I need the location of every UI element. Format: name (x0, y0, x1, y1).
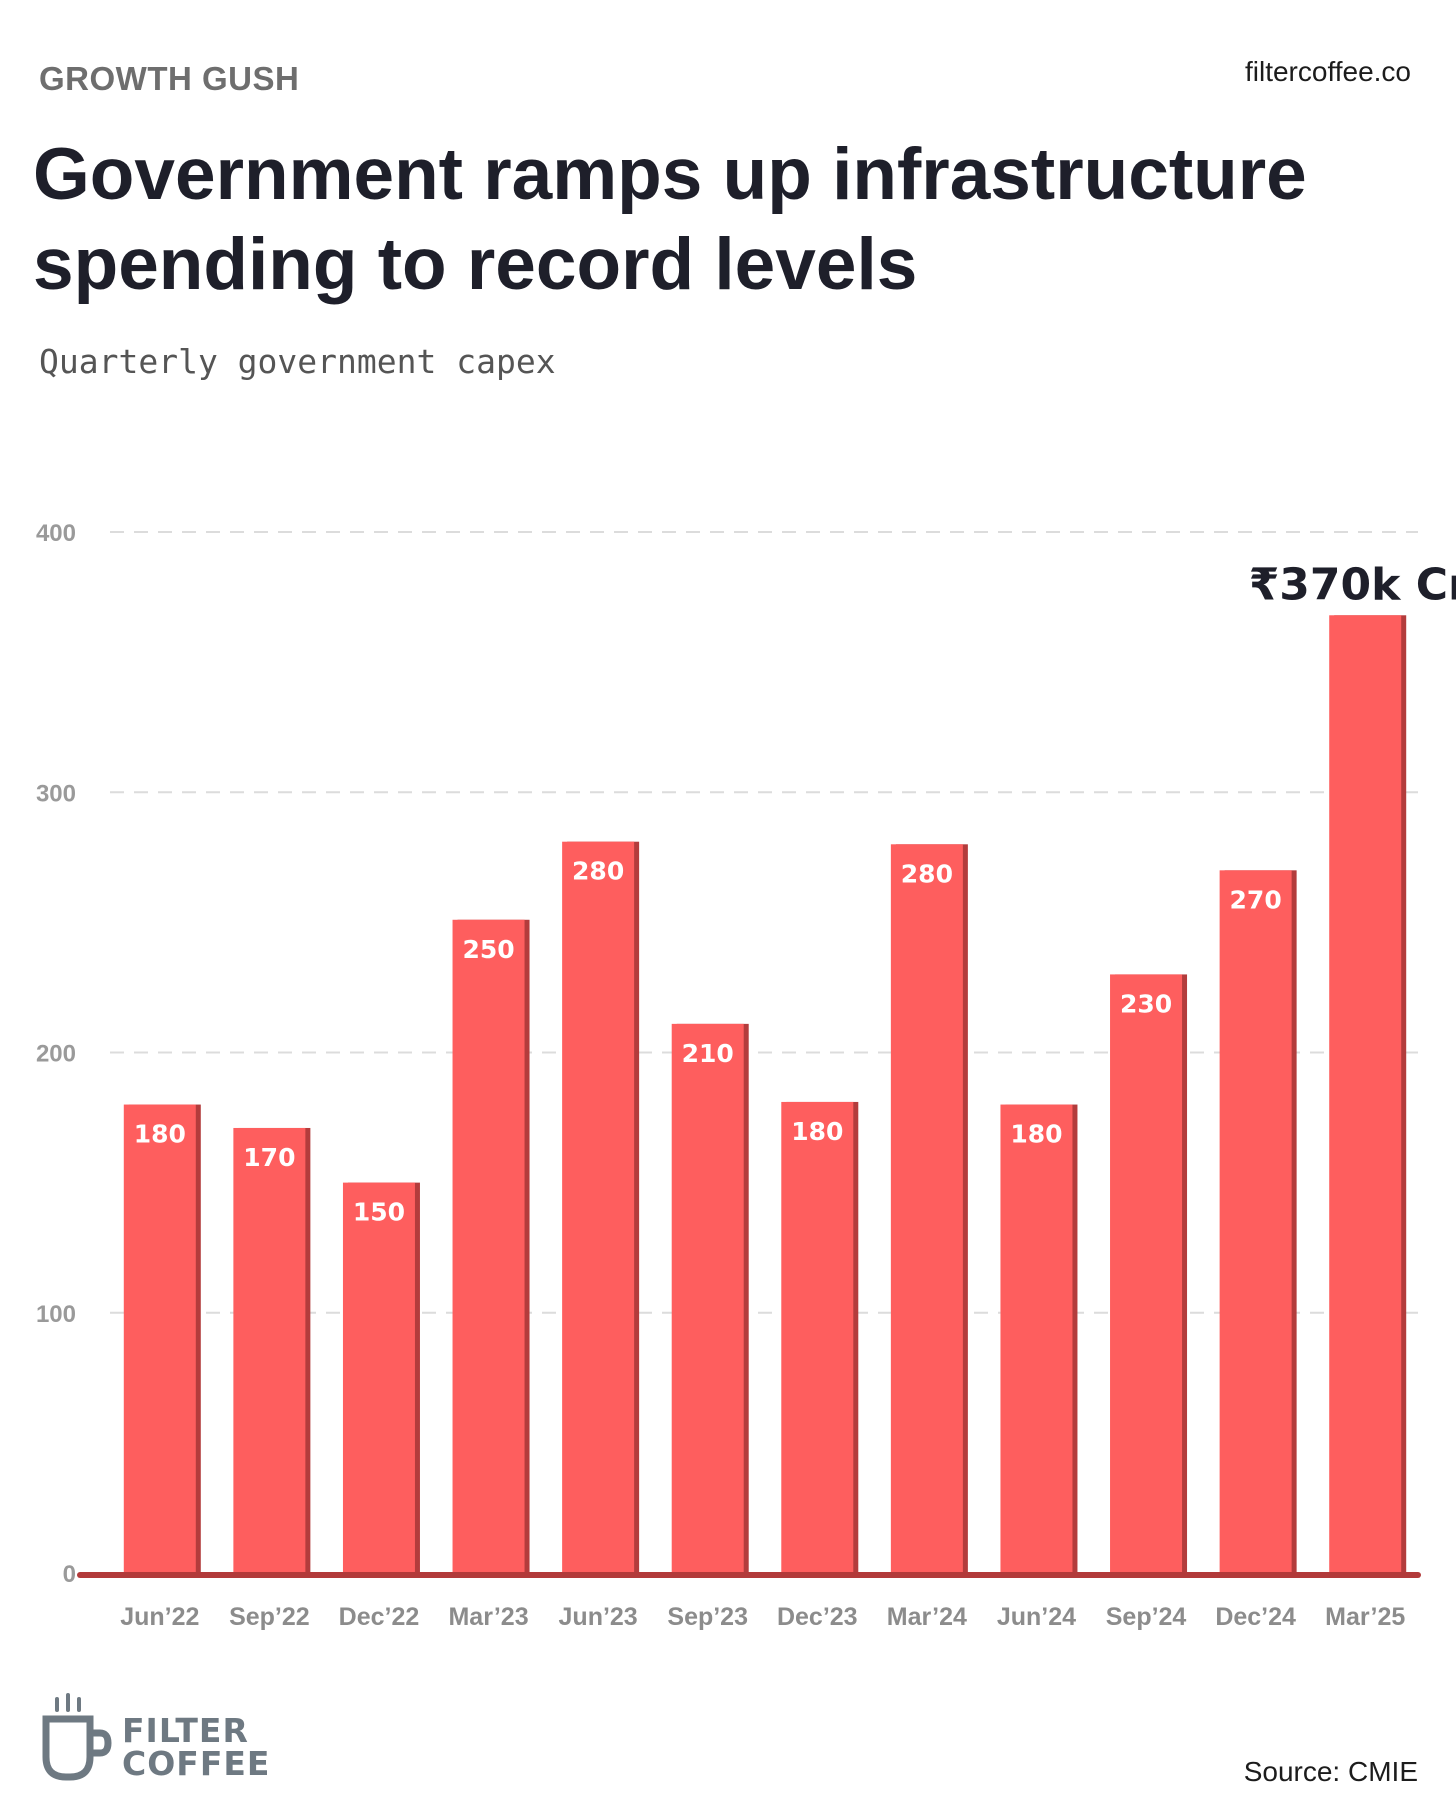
bar-value-label: 230 (1120, 989, 1172, 1018)
bar (890, 844, 963, 1573)
bar (671, 1023, 744, 1573)
bar (1000, 1104, 1073, 1573)
y-tick-label: 300 (36, 780, 76, 807)
x-tick-label: Dec’23 (777, 1603, 858, 1631)
bar (342, 1182, 415, 1573)
brand-logo-text: FILTER COFFEE (122, 1714, 270, 1780)
bar-value-label: 210 (682, 1039, 734, 1068)
brand-logo-line2: COFFEE (122, 1744, 271, 1783)
x-tick-label: Sep’23 (667, 1603, 748, 1631)
coffee-cup-icon (42, 1693, 112, 1781)
x-tick-label: Sep’24 (1106, 1603, 1187, 1631)
bar (452, 919, 525, 1573)
kicker: GROWTH GUSH (39, 60, 300, 97)
x-tick-label: Dec’22 (339, 1603, 420, 1631)
y-tick-label: 400 (36, 520, 76, 547)
bar (233, 1127, 306, 1573)
bar-value-label: 180 (1010, 1120, 1062, 1149)
chart-title: Government ramps up infrastructure spend… (33, 134, 1307, 305)
bar-value-label: 170 (243, 1143, 295, 1172)
peak-callout-label: ₹370k Cr (1249, 559, 1456, 610)
brand-logo-line1: FILTER (122, 1711, 249, 1750)
bar-value-label: 270 (1230, 885, 1282, 914)
x-tick-label: Mar’23 (448, 1603, 528, 1631)
bar-value-label: 250 (462, 935, 514, 964)
bar-value-label: 150 (353, 1198, 405, 1227)
bar (123, 1104, 196, 1573)
site-url[interactable]: filtercoffee.co (1244, 56, 1411, 87)
y-tick-label: 100 (36, 1301, 76, 1328)
x-tick-label: Mar’24 (887, 1603, 967, 1631)
bar (1110, 974, 1183, 1573)
x-tick-label: Jun’22 (120, 1603, 199, 1631)
bar (562, 841, 635, 1573)
bar (1219, 870, 1292, 1573)
bar-value-label: 280 (901, 859, 953, 888)
x-tick-label: Dec’24 (1215, 1603, 1296, 1631)
bar-value-label: 180 (134, 1120, 186, 1149)
x-tick-label: Sep’22 (229, 1603, 310, 1631)
y-tick-label: 200 (36, 1041, 76, 1068)
source-note: Source: CMIE (1243, 1756, 1418, 1787)
x-tick-label: Mar’25 (1325, 1603, 1405, 1631)
bar (1329, 615, 1402, 1573)
y-tick-label: 0 (63, 1561, 76, 1588)
bar-chart: 0 100 200 300 400 180 Jun’22 170 Sep’22 150 Dec’22… (36, 520, 1456, 1631)
chart-subtitle: Quarterly government capex (39, 342, 556, 381)
bar (781, 1101, 854, 1573)
x-tick-label: Jun’23 (559, 1603, 638, 1631)
x-tick-label: Jun’24 (997, 1603, 1076, 1631)
bar-value-label: 280 (572, 857, 624, 886)
bar-value-label: 180 (791, 1117, 843, 1146)
